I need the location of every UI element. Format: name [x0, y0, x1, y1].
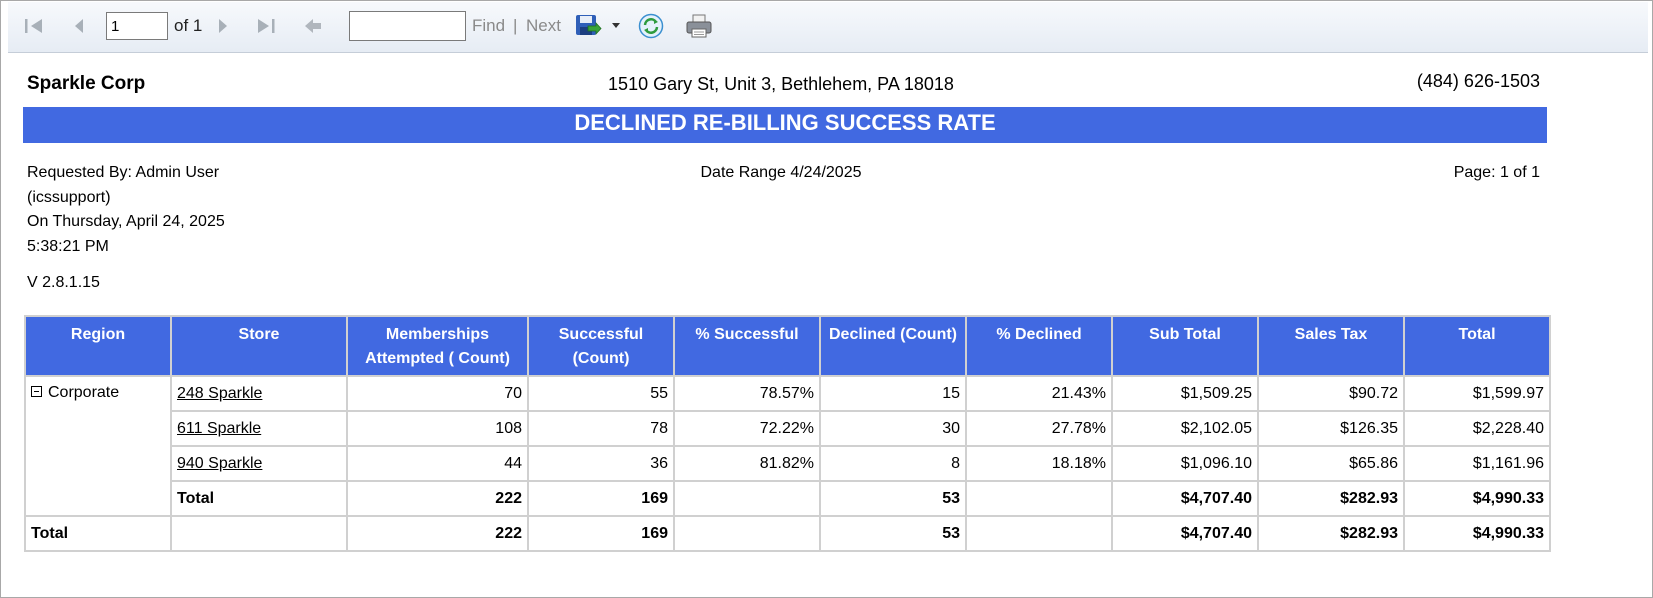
declined-cell: 8	[819, 445, 967, 482]
company-address: 1510 Gary St, Unit 3, Bethlehem, PA 1801…	[608, 74, 954, 94]
version-label: V 2.8.1.15	[27, 274, 100, 291]
successful-cell: 55	[527, 375, 675, 412]
pct-declined-cell: 27.78%	[965, 410, 1113, 447]
attempted-cell: 70	[346, 375, 529, 412]
column-header: % Successful	[673, 315, 821, 377]
sales-tax-cell: $282.93	[1257, 515, 1405, 552]
column-header: Declined (Count)	[819, 315, 967, 377]
pct-declined-cell	[965, 480, 1113, 517]
collapse-toggle-icon[interactable]	[31, 385, 42, 397]
successful-cell: 36	[527, 445, 675, 482]
find-link[interactable]: Find	[472, 16, 506, 35]
column-header: % Declined	[965, 315, 1113, 377]
company-name: Sparkle Corp	[27, 73, 146, 94]
last-page-icon[interactable]	[255, 2, 277, 50]
column-header: Region	[24, 315, 172, 377]
sub-total-cell: $1,509.25	[1111, 375, 1259, 412]
pct-declined-cell: 18.18%	[965, 445, 1113, 482]
table-row: Corporate 248 Sparkle 70 55 78.57% 15 21…	[24, 375, 1551, 517]
table-row: 611 Sparkle 108 78 72.22% 30 27.78% $2,1…	[25, 410, 1551, 447]
pct-successful-cell: 81.82%	[673, 445, 821, 482]
store-link[interactable]: 248 Sparkle	[177, 384, 263, 402]
requested-by: Requested By: Admin User	[27, 164, 220, 181]
sub-total-cell: $1,096.10	[1111, 445, 1259, 482]
attempted-cell: 44	[346, 445, 529, 482]
column-header: Successful (Count)	[527, 315, 675, 377]
attempted-cell: 108	[346, 410, 529, 447]
declined-cell: 53	[819, 515, 967, 552]
sub-total-cell: $2,102.05	[1111, 410, 1259, 447]
requested-on-date: On Thursday, April 24, 2025	[27, 213, 225, 230]
pct-successful-cell: 72.22%	[673, 410, 821, 447]
region-total-label: Total	[170, 480, 348, 517]
successful-cell: 78	[527, 410, 675, 447]
store-link[interactable]: 940 Sparkle	[177, 454, 263, 472]
sub-total-cell: $4,707.40	[1111, 515, 1259, 552]
pct-declined-cell	[965, 515, 1113, 552]
total-cell: $2,228.40	[1403, 410, 1551, 447]
refresh-icon[interactable]	[638, 2, 664, 50]
column-header: Memberships Attempted ( Count)	[346, 315, 529, 377]
date-range: Date Range 4/24/2025	[700, 164, 862, 181]
total-cell: $1,599.97	[1403, 375, 1551, 412]
attempted-cell: 222	[346, 480, 529, 517]
sales-tax-cell: $282.93	[1257, 480, 1405, 517]
declined-cell: 30	[819, 410, 967, 447]
requested-time: 5:38:21 PM	[27, 237, 109, 255]
company-phone: (484) 626-1503	[1416, 71, 1540, 91]
page-info: Page: 1 of 1	[1453, 164, 1540, 181]
requested-by-username: (icssupport)	[27, 188, 111, 206]
find-input[interactable]	[349, 11, 466, 41]
successful-cell: 169	[527, 515, 675, 552]
pct-successful-cell: 78.57%	[673, 375, 821, 412]
region-name: Corporate	[48, 384, 120, 401]
attempted-cell: 222	[346, 515, 529, 552]
report-table: Region Store Memberships Attempted ( Cou…	[24, 315, 1551, 552]
grand-total-row: Total 222 169 53 $4,707.40 $282.93 $4,99…	[24, 515, 1551, 552]
dropdown-arrow-icon[interactable]	[611, 2, 621, 50]
print-icon[interactable]	[685, 2, 713, 50]
requested-by-block: Requested By: Admin User (icssupport) On…	[27, 161, 225, 259]
sub-total-cell: $4,707.40	[1111, 480, 1259, 517]
next-link[interactable]: Next	[526, 16, 561, 35]
table-header-row: Region Store Memberships Attempted ( Cou…	[24, 315, 1551, 377]
next-page-icon[interactable]	[216, 2, 230, 50]
page-count-label: of 1	[174, 16, 203, 35]
page-number-input[interactable]	[106, 12, 168, 40]
column-header: Sales Tax	[1257, 315, 1405, 377]
first-page-icon[interactable]	[23, 2, 45, 50]
sales-tax-cell: $126.35	[1257, 410, 1405, 447]
report-title: DECLINED RE-BILLING SUCCESS RATE	[23, 107, 1547, 143]
grand-total-label: Total	[24, 515, 172, 552]
successful-cell: 169	[527, 480, 675, 517]
column-header: Sub Total	[1111, 315, 1259, 377]
find-separator: |	[513, 16, 518, 35]
pct-successful-cell	[673, 480, 821, 517]
table-row: 940 Sparkle 44 36 81.82% 8 18.18% $1,096…	[25, 445, 1551, 482]
back-icon[interactable]	[303, 2, 325, 50]
total-cell: $4,990.33	[1403, 515, 1551, 552]
declined-cell: 53	[819, 480, 967, 517]
store-link[interactable]: 611 Sparkle	[177, 419, 262, 437]
export-save-icon[interactable]	[574, 2, 602, 50]
declined-cell: 15	[819, 375, 967, 412]
region-total-row: Total 222 169 53 $4,707.40 $282.93 $4,99…	[25, 480, 1551, 517]
report-toolbar: of 1 Find | Next	[8, 2, 1648, 53]
sales-tax-cell: $90.72	[1257, 375, 1405, 412]
pct-successful-cell	[673, 515, 821, 552]
previous-page-icon[interactable]	[72, 2, 86, 50]
column-header: Total	[1403, 315, 1551, 377]
total-cell: $1,161.96	[1403, 445, 1551, 482]
region-cell: Corporate	[24, 375, 172, 517]
total-cell: $4,990.33	[1403, 480, 1551, 517]
sales-tax-cell: $65.86	[1257, 445, 1405, 482]
pct-declined-cell: 21.43%	[965, 375, 1113, 412]
store-cell	[170, 515, 348, 552]
column-header: Store	[170, 315, 348, 377]
